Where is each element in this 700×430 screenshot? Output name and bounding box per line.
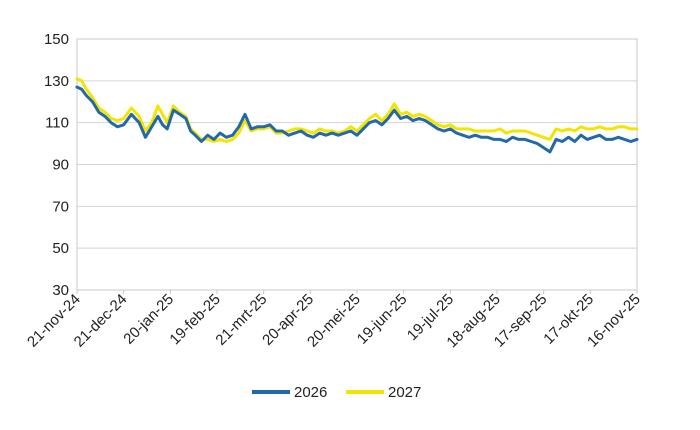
legend-label-2026: 2026 <box>294 384 327 401</box>
legend: 2026 2027 <box>252 384 421 401</box>
y-axis-ticks: 30 50 70 90 110 130 150 <box>44 31 69 299</box>
grid-layer <box>77 38 637 291</box>
series-line-2026 <box>75 85 639 154</box>
y-tick-label-70: 70 <box>52 198 69 215</box>
y-tick-label-50: 50 <box>52 240 69 257</box>
y-tick-label-150: 150 <box>44 31 69 48</box>
y-tick-label-90: 90 <box>52 157 69 174</box>
series-layer <box>75 77 639 154</box>
y-tick-label-30: 30 <box>52 282 69 299</box>
x-tick-label-19-jun-25: 19-jun-25 <box>354 291 411 348</box>
x-axis-ticks: 21-nov-2421-dec-2420-jan-2519-feb-2521-m… <box>24 290 644 351</box>
y-tick-label-130: 130 <box>44 73 69 90</box>
series-line-2027 <box>75 77 639 143</box>
legend-label-2027: 2027 <box>388 384 421 401</box>
y-tick-label-110: 110 <box>45 115 69 132</box>
